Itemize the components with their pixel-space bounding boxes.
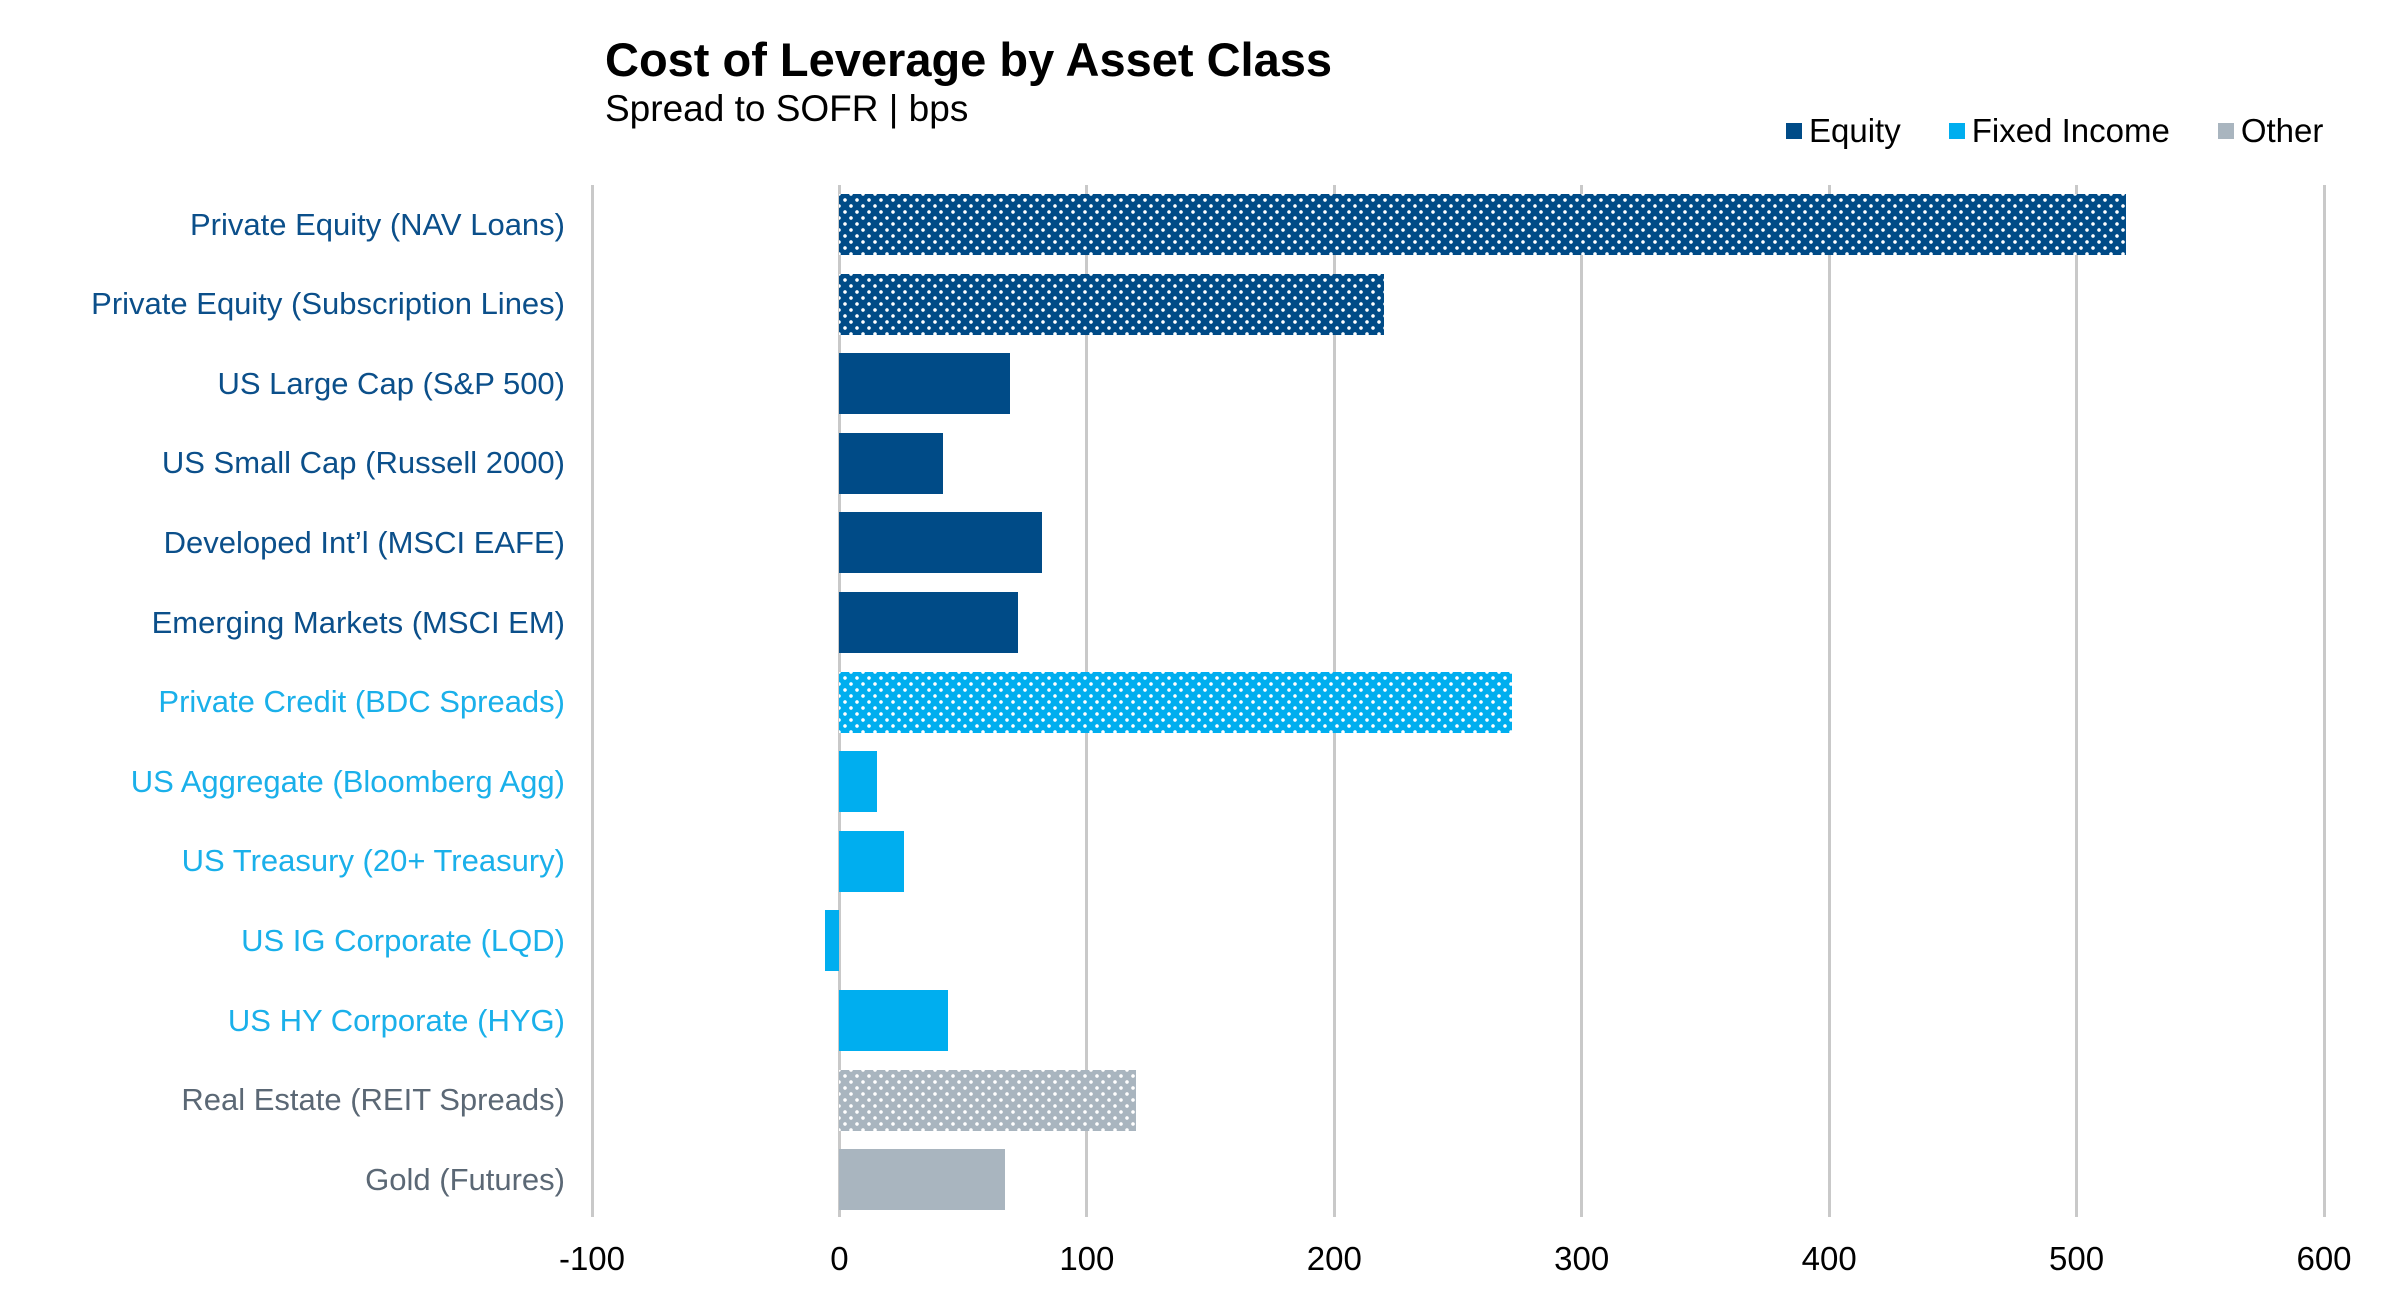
x-tick-label: 200 bbox=[1306, 1240, 1362, 1277]
x-tick-label: 100 bbox=[1059, 1240, 1115, 1277]
bar bbox=[839, 432, 944, 494]
legend-label: Equity bbox=[1809, 112, 1901, 149]
bar bbox=[839, 830, 904, 892]
category-label: Developed Int’l (MSCI EAFE) bbox=[163, 524, 565, 560]
x-tick-label: 400 bbox=[1801, 1240, 1857, 1277]
legend-swatch-other-icon bbox=[2217, 123, 2234, 139]
bar bbox=[839, 990, 949, 1051]
bar bbox=[839, 592, 1018, 653]
category-label: Gold (Futures) bbox=[365, 1161, 565, 1197]
gridline bbox=[2075, 185, 2079, 1217]
bar bbox=[839, 273, 1384, 335]
legend-swatch-equity-icon bbox=[1786, 123, 1802, 139]
category-label: Real Estate (REIT Spreads) bbox=[181, 1082, 565, 1118]
category-label: Private Credit (BDC Spreads) bbox=[158, 684, 565, 720]
bar bbox=[839, 194, 2127, 255]
x-tick-label: 300 bbox=[1554, 1240, 1610, 1277]
bar bbox=[839, 671, 1513, 733]
category-label: US Aggregate (Bloomberg Agg) bbox=[130, 763, 565, 799]
bar bbox=[839, 1069, 1137, 1131]
x-tick-label: -100 bbox=[558, 1240, 626, 1277]
bar bbox=[839, 353, 1011, 415]
category-label: US Treasury (20+ Treasury) bbox=[181, 843, 565, 879]
gridline bbox=[1580, 185, 1584, 1217]
category-label: Private Equity (Subscription Lines) bbox=[91, 286, 565, 322]
x-tick-label: 500 bbox=[2049, 1240, 2105, 1277]
bar bbox=[839, 751, 877, 813]
x-tick-label: 600 bbox=[2296, 1240, 2352, 1277]
bar bbox=[824, 910, 840, 972]
category-label: US Small Cap (Russell 2000) bbox=[161, 445, 565, 481]
gridline bbox=[590, 185, 594, 1217]
legend-item-fixed-income: Fixed Income bbox=[1948, 112, 2170, 150]
category-label: Private Equity (NAV Loans) bbox=[189, 206, 565, 242]
category-label: US HY Corporate (HYG) bbox=[227, 1002, 565, 1038]
chart-legend: Equity Fixed Income Other bbox=[1786, 112, 2323, 150]
x-tick-label: 0 bbox=[830, 1240, 849, 1277]
gridline bbox=[2322, 185, 2326, 1217]
legend-item-other: Other bbox=[2217, 112, 2324, 150]
category-label: US Large Cap (S&P 500) bbox=[217, 365, 565, 401]
chart-title: Cost of Leverage by Asset Class bbox=[605, 33, 1333, 86]
legend-item-equity: Equity bbox=[1786, 112, 1901, 150]
legend-label: Other bbox=[2240, 112, 2324, 149]
category-label: US IG Corporate (LQD) bbox=[241, 922, 565, 958]
legend-label: Fixed Income bbox=[1971, 112, 2170, 149]
category-label: Emerging Markets (MSCI EM) bbox=[151, 604, 565, 640]
chart-subtitle: Spread to SOFR | bps bbox=[605, 88, 969, 129]
bar bbox=[839, 512, 1043, 574]
legend-swatch-fixed-income-icon bbox=[1948, 123, 1965, 139]
bar bbox=[839, 1149, 1006, 1211]
gridline bbox=[1827, 185, 1831, 1217]
